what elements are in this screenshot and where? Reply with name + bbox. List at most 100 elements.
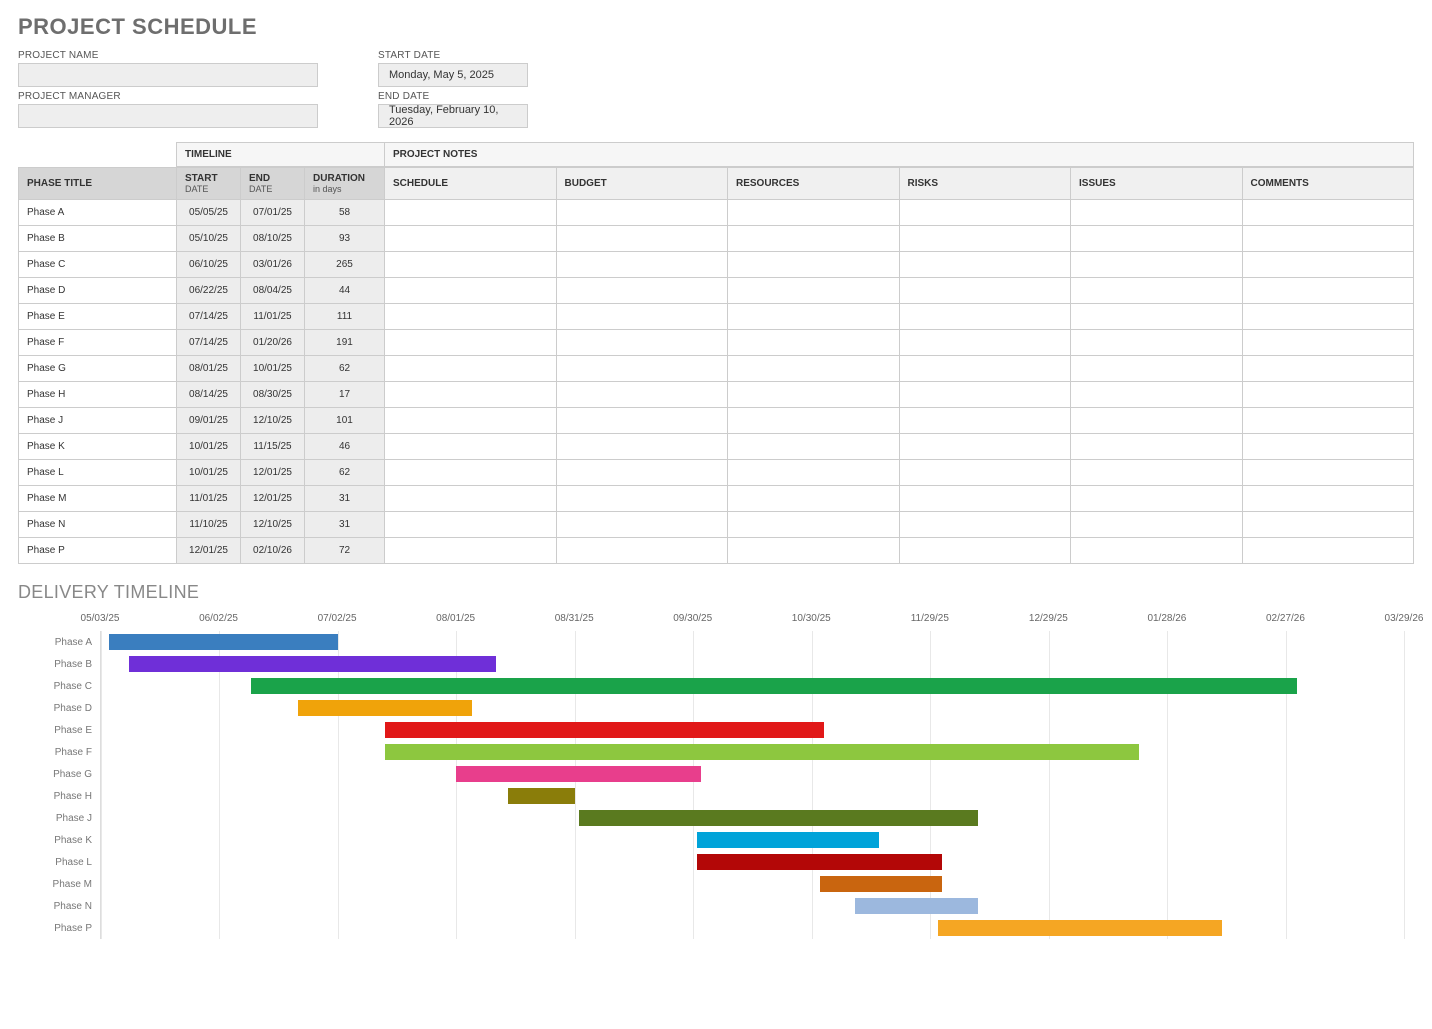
cell-duration[interactable]: 62 bbox=[305, 460, 385, 486]
cell-end[interactable]: 08/10/25 bbox=[241, 226, 305, 252]
cell-comments[interactable] bbox=[1242, 460, 1414, 486]
cell-phase[interactable]: Phase J bbox=[19, 408, 177, 434]
cell-issues[interactable] bbox=[1071, 538, 1243, 564]
cell-start[interactable]: 10/01/25 bbox=[177, 434, 241, 460]
cell-budget[interactable] bbox=[556, 356, 728, 382]
cell-budget[interactable] bbox=[556, 252, 728, 278]
cell-end[interactable]: 12/01/25 bbox=[241, 486, 305, 512]
cell-duration[interactable]: 46 bbox=[305, 434, 385, 460]
cell-duration[interactable]: 58 bbox=[305, 200, 385, 226]
cell-start[interactable]: 11/10/25 bbox=[177, 512, 241, 538]
cell-issues[interactable] bbox=[1071, 408, 1243, 434]
cell-phase[interactable]: Phase B bbox=[19, 226, 177, 252]
cell-start[interactable]: 12/01/25 bbox=[177, 538, 241, 564]
cell-resources[interactable] bbox=[728, 486, 900, 512]
cell-risks[interactable] bbox=[899, 382, 1071, 408]
cell-risks[interactable] bbox=[899, 356, 1071, 382]
cell-budget[interactable] bbox=[556, 486, 728, 512]
cell-comments[interactable] bbox=[1242, 486, 1414, 512]
cell-comments[interactable] bbox=[1242, 408, 1414, 434]
cell-phase[interactable]: Phase K bbox=[19, 434, 177, 460]
cell-budget[interactable] bbox=[556, 408, 728, 434]
cell-budget[interactable] bbox=[556, 434, 728, 460]
cell-resources[interactable] bbox=[728, 408, 900, 434]
cell-comments[interactable] bbox=[1242, 278, 1414, 304]
cell-phase[interactable]: Phase M bbox=[19, 486, 177, 512]
cell-end[interactable]: 03/01/26 bbox=[241, 252, 305, 278]
cell-end[interactable]: 12/10/25 bbox=[241, 512, 305, 538]
cell-comments[interactable] bbox=[1242, 512, 1414, 538]
cell-end[interactable]: 01/20/26 bbox=[241, 330, 305, 356]
cell-issues[interactable] bbox=[1071, 356, 1243, 382]
cell-budget[interactable] bbox=[556, 460, 728, 486]
cell-budget[interactable] bbox=[556, 304, 728, 330]
cell-resources[interactable] bbox=[728, 278, 900, 304]
cell-resources[interactable] bbox=[728, 538, 900, 564]
cell-schedule[interactable] bbox=[385, 304, 557, 330]
cell-resources[interactable] bbox=[728, 252, 900, 278]
cell-schedule[interactable] bbox=[385, 226, 557, 252]
cell-budget[interactable] bbox=[556, 512, 728, 538]
cell-end[interactable]: 08/04/25 bbox=[241, 278, 305, 304]
cell-risks[interactable] bbox=[899, 330, 1071, 356]
cell-start[interactable]: 10/01/25 bbox=[177, 460, 241, 486]
cell-start[interactable]: 09/01/25 bbox=[177, 408, 241, 434]
cell-duration[interactable]: 111 bbox=[305, 304, 385, 330]
cell-issues[interactable] bbox=[1071, 512, 1243, 538]
cell-comments[interactable] bbox=[1242, 200, 1414, 226]
cell-duration[interactable]: 265 bbox=[305, 252, 385, 278]
cell-schedule[interactable] bbox=[385, 486, 557, 512]
cell-phase[interactable]: Phase E bbox=[19, 304, 177, 330]
cell-end[interactable]: 07/01/25 bbox=[241, 200, 305, 226]
cell-issues[interactable] bbox=[1071, 304, 1243, 330]
cell-schedule[interactable] bbox=[385, 252, 557, 278]
cell-phase[interactable]: Phase L bbox=[19, 460, 177, 486]
cell-schedule[interactable] bbox=[385, 408, 557, 434]
cell-duration[interactable]: 44 bbox=[305, 278, 385, 304]
cell-risks[interactable] bbox=[899, 538, 1071, 564]
cell-duration[interactable]: 62 bbox=[305, 356, 385, 382]
cell-schedule[interactable] bbox=[385, 538, 557, 564]
cell-end[interactable]: 08/30/25 bbox=[241, 382, 305, 408]
start-date-input[interactable]: Monday, May 5, 2025 bbox=[378, 63, 528, 87]
cell-phase[interactable]: Phase F bbox=[19, 330, 177, 356]
cell-resources[interactable] bbox=[728, 330, 900, 356]
cell-end[interactable]: 11/01/25 bbox=[241, 304, 305, 330]
cell-duration[interactable]: 93 bbox=[305, 226, 385, 252]
cell-comments[interactable] bbox=[1242, 356, 1414, 382]
cell-budget[interactable] bbox=[556, 330, 728, 356]
cell-resources[interactable] bbox=[728, 356, 900, 382]
cell-phase[interactable]: Phase P bbox=[19, 538, 177, 564]
cell-resources[interactable] bbox=[728, 226, 900, 252]
cell-phase[interactable]: Phase H bbox=[19, 382, 177, 408]
cell-duration[interactable]: 17 bbox=[305, 382, 385, 408]
cell-start[interactable]: 07/14/25 bbox=[177, 330, 241, 356]
cell-start[interactable]: 05/10/25 bbox=[177, 226, 241, 252]
cell-issues[interactable] bbox=[1071, 382, 1243, 408]
cell-budget[interactable] bbox=[556, 278, 728, 304]
cell-schedule[interactable] bbox=[385, 356, 557, 382]
cell-duration[interactable]: 101 bbox=[305, 408, 385, 434]
cell-risks[interactable] bbox=[899, 486, 1071, 512]
cell-schedule[interactable] bbox=[385, 382, 557, 408]
cell-comments[interactable] bbox=[1242, 382, 1414, 408]
cell-start[interactable]: 11/01/25 bbox=[177, 486, 241, 512]
cell-end[interactable]: 12/10/25 bbox=[241, 408, 305, 434]
cell-resources[interactable] bbox=[728, 200, 900, 226]
end-date-input[interactable]: Tuesday, February 10, 2026 bbox=[378, 104, 528, 128]
cell-schedule[interactable] bbox=[385, 278, 557, 304]
cell-end[interactable]: 11/15/25 bbox=[241, 434, 305, 460]
cell-phase[interactable]: Phase G bbox=[19, 356, 177, 382]
cell-start[interactable]: 05/05/25 bbox=[177, 200, 241, 226]
cell-start[interactable]: 08/01/25 bbox=[177, 356, 241, 382]
cell-resources[interactable] bbox=[728, 304, 900, 330]
cell-risks[interactable] bbox=[899, 304, 1071, 330]
cell-issues[interactable] bbox=[1071, 460, 1243, 486]
cell-risks[interactable] bbox=[899, 200, 1071, 226]
cell-budget[interactable] bbox=[556, 382, 728, 408]
cell-phase[interactable]: Phase D bbox=[19, 278, 177, 304]
cell-comments[interactable] bbox=[1242, 330, 1414, 356]
cell-comments[interactable] bbox=[1242, 252, 1414, 278]
project-name-input[interactable] bbox=[18, 63, 318, 87]
cell-risks[interactable] bbox=[899, 512, 1071, 538]
